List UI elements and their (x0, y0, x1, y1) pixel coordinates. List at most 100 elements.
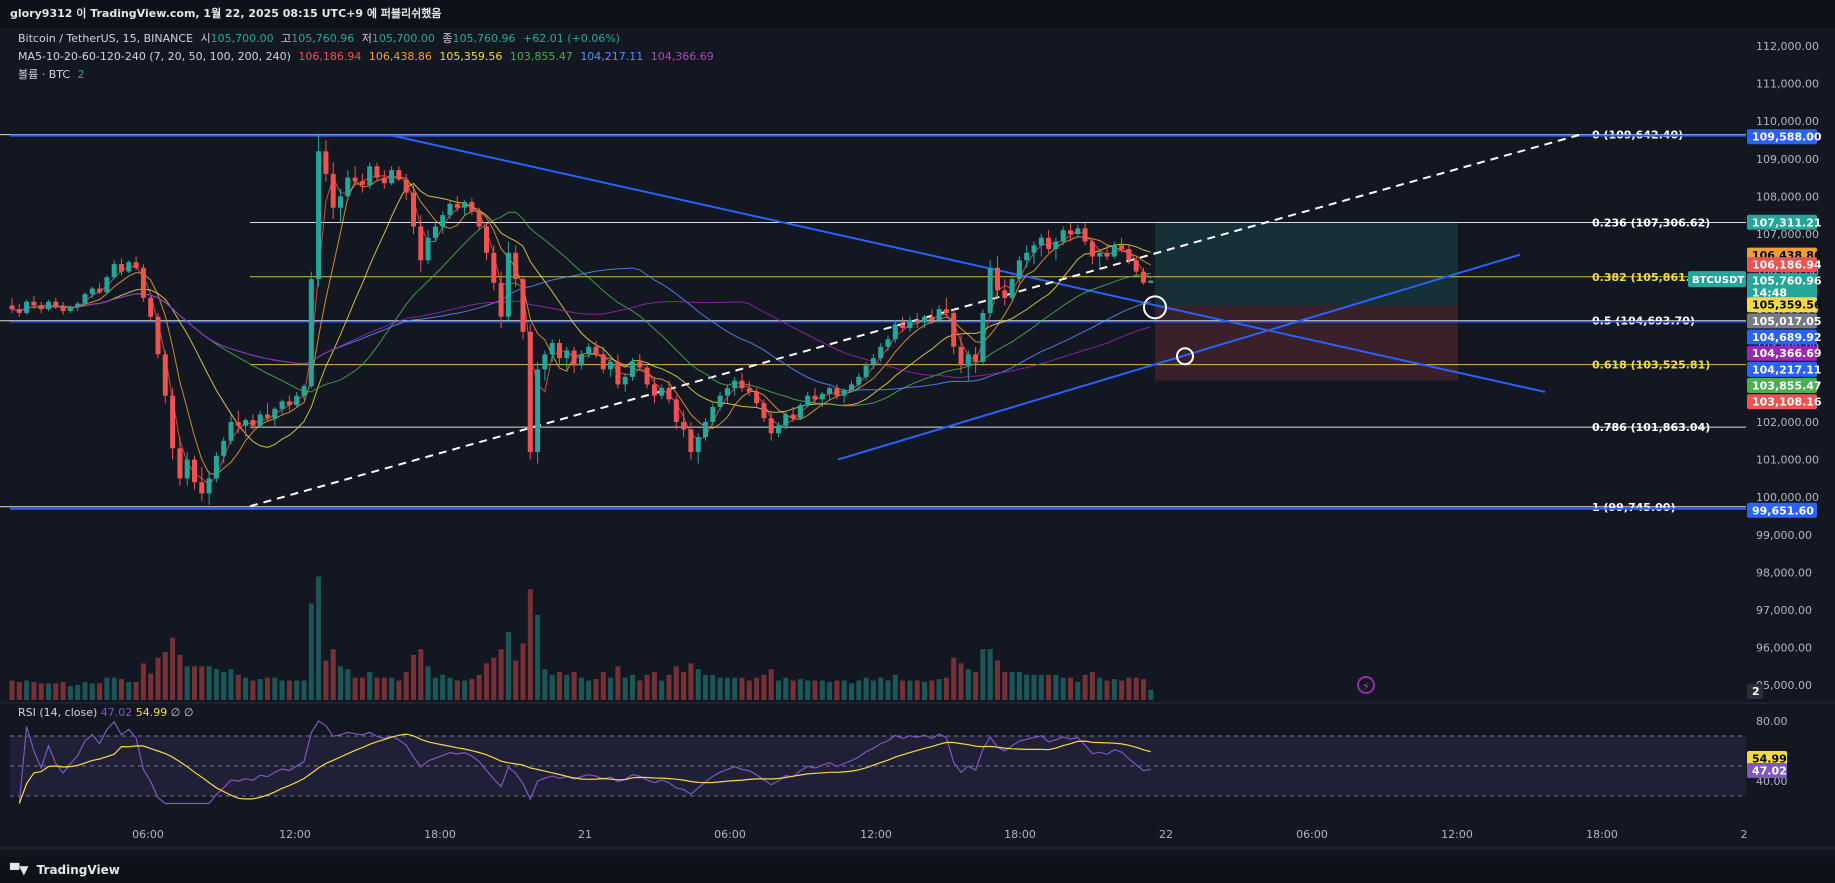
price-badge (1747, 285, 1817, 301)
volume-bar (768, 669, 774, 700)
candle-body (914, 320, 920, 323)
volume-bar (316, 576, 322, 700)
candle-body (600, 354, 606, 370)
volume-bar (75, 684, 81, 700)
price-badge-label: 104,366.69 (1752, 347, 1822, 360)
candle-body (980, 312, 986, 362)
y-tick-label: 106,000.00 (1756, 266, 1819, 279)
price-badge-label: 106,186.94 (1752, 259, 1822, 272)
y-tick-label: 104,000.00 (1756, 341, 1819, 354)
price-badge (1747, 329, 1817, 345)
candle-body (849, 384, 854, 391)
volume-bar (863, 677, 869, 700)
candle-body (1009, 279, 1015, 298)
candle-body (308, 279, 314, 387)
ma-line (11, 267, 1151, 393)
volume-bar (403, 672, 409, 700)
volume-bar (797, 679, 803, 700)
candle-body (82, 294, 88, 304)
y-tick-label: 95,000.00 (1756, 679, 1812, 692)
publish-header: glory9312 이 TradingView.com, 1월 22, 2025… (0, 0, 1835, 28)
volume-bar (973, 672, 979, 700)
candle-body (9, 305, 15, 310)
candle-body (345, 177, 351, 197)
candle-body (922, 316, 927, 323)
volume-bar (1097, 677, 1103, 700)
x-tick-label: 22 (1159, 828, 1173, 841)
alert-lightning-button[interactable]: ⚡ (1357, 676, 1375, 694)
candle-body (316, 151, 322, 280)
candle-body (484, 226, 489, 253)
candle-body (170, 395, 176, 449)
volume-bar (476, 674, 482, 700)
volume-bar (600, 672, 606, 700)
candle-body (243, 420, 249, 426)
volume-bar (849, 683, 854, 700)
volume-bar (1111, 679, 1117, 700)
candle-body (673, 399, 679, 422)
volume-bar (330, 649, 336, 700)
fib-label: 0 (109,642.40) (1592, 129, 1683, 142)
candle-body (1046, 237, 1052, 250)
candle-body (805, 395, 811, 406)
candle-body (571, 350, 577, 366)
candle-body (162, 354, 168, 396)
y-tick-label: 105,000.00 (1756, 303, 1819, 316)
volume-bar (199, 666, 205, 700)
volume-bar (593, 679, 599, 700)
footer: ▀▼ TradingView (0, 857, 1835, 883)
ascending-trendline (837, 253, 1521, 461)
ma-label: MA5-10-20-60-120-240 (7, 20, 50, 100, 20… (18, 50, 291, 63)
volume-bar (308, 603, 314, 700)
rsi-label: RSI (14, close) (18, 706, 98, 719)
volume-bar (819, 680, 825, 700)
volume-bar (885, 680, 891, 700)
fib-label: 0.618 (103,525.81) (1592, 359, 1710, 372)
volume-bar (812, 680, 818, 700)
volume-bar (213, 669, 219, 700)
candle-body (608, 361, 614, 370)
volume-bar (97, 683, 103, 700)
x-tick-label: 06:00 (714, 828, 746, 841)
price-badge (1747, 247, 1817, 263)
volume-bar (257, 679, 263, 700)
volume-bar (126, 682, 132, 700)
candle-body (958, 346, 964, 366)
volume-bar (549, 674, 555, 700)
candle-body (688, 429, 694, 453)
symbol-legend: Bitcoin / TetherUS, 15, BINANCE 시105,700… (18, 32, 624, 46)
price-badge (1747, 273, 1817, 289)
volume-bar (841, 680, 847, 700)
volume-bars (9, 576, 1154, 700)
price-badge (1747, 378, 1817, 394)
ma-value-6: 104,366.69 (650, 50, 714, 63)
candle-body (301, 386, 307, 396)
volume-bar (367, 672, 373, 700)
ma-value-4: 103,855.47 (509, 50, 573, 63)
candle-body (732, 380, 738, 389)
volume-bar (1046, 674, 1052, 700)
volume-bar (761, 674, 767, 700)
volume-bar (1016, 672, 1022, 700)
candle-body (535, 369, 541, 453)
ma-value-1: 106,186.94 (298, 50, 362, 63)
price-badge-label: 104,217.11 (1752, 363, 1822, 376)
volume-bar (1002, 672, 1008, 700)
volume-bar (1060, 677, 1066, 700)
volume-bar (644, 674, 650, 700)
candle-body (374, 166, 380, 178)
volume-bar (659, 680, 665, 700)
price-badge-label: 105,017.05 (1752, 315, 1822, 328)
candle-body (403, 179, 409, 193)
candle-body (491, 252, 497, 283)
candles (9, 134, 1154, 505)
candle-body (323, 151, 329, 174)
rsi-empty-2: ∅ (183, 706, 194, 719)
volume-bar (89, 683, 95, 700)
volume-bar (527, 589, 533, 700)
volume-bar (111, 677, 117, 700)
volume-bar (608, 677, 614, 700)
volume-bar (286, 680, 292, 700)
rsi-line (18, 720, 1151, 805)
candle-body (1119, 245, 1125, 250)
